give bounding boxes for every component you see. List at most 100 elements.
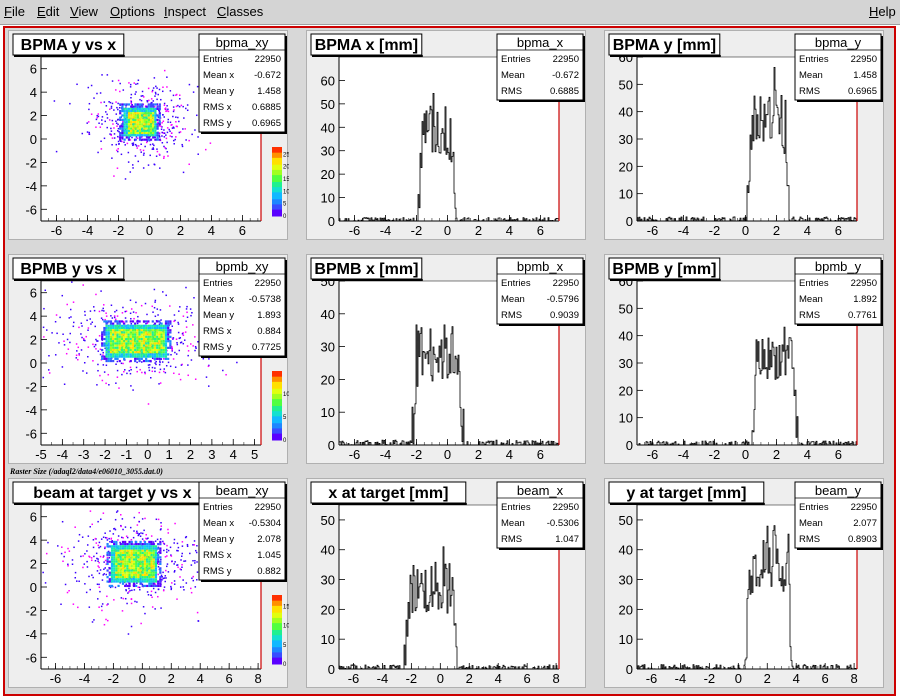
- heat-cell: [109, 329, 113, 332]
- pad-bpmb_x[interactable]: -6 -4 -2 0 2 4 6 0 10 20 30 40 50 BPMB x [mm] bpmb_x En…: [306, 254, 586, 464]
- heat-cell: [158, 105, 161, 108]
- heat-cell: [105, 329, 108, 332]
- pad-beam_y[interactable]: -6 -4 -2 0 2 4 6 8 0 10 20 30 40 50 y at target [mm] be…: [604, 478, 884, 688]
- heat-cell: [113, 554, 116, 557]
- scatter-cell: [100, 101, 102, 104]
- heat-cell: [138, 335, 141, 338]
- scatter-cell: [115, 101, 117, 103]
- scatter-cell: [167, 155, 169, 157]
- heat-cell: [138, 105, 142, 108]
- heat-cell: [136, 127, 139, 130]
- heat-cell: [140, 340, 143, 343]
- y-tick-label: 10: [619, 187, 633, 202]
- menu-help[interactable]: Help: [869, 4, 896, 19]
- scatter-cell: [97, 151, 99, 154]
- scatter-cell: [173, 143, 175, 145]
- menu-inspect[interactable]: Inspect: [164, 4, 206, 19]
- heat-cell: [132, 582, 136, 585]
- stats-box: [794, 257, 882, 325]
- heat-cell: [127, 107, 131, 110]
- scatter-cell: [170, 99, 173, 102]
- scatter-cell: [75, 343, 78, 345]
- heat-cell: [160, 322, 163, 325]
- scatter-cell: [160, 125, 162, 128]
- heat-cell: [140, 346, 143, 349]
- heat-cell: [114, 346, 117, 349]
- heat-cell: [127, 353, 130, 356]
- heat-cell: [135, 569, 138, 572]
- heat-cell: [132, 576, 136, 579]
- y-tick-label: 10: [619, 411, 633, 426]
- palette-cell: [272, 620, 282, 624]
- heat-cell: [103, 342, 106, 345]
- scatter-cell: [132, 311, 135, 313]
- pad-beam_xy[interactable]: 0 5 10 15 -6 -4 -2 0 2 4 6 8 -6 -4 -2 0 2 4 6 beam at targe…: [8, 478, 289, 688]
- stats-label: Entries: [203, 54, 233, 65]
- scatter-cell: [189, 552, 191, 555]
- scatter-cell: [111, 102, 114, 105]
- menu-options[interactable]: Options: [110, 4, 155, 19]
- heat-cell: [147, 346, 150, 349]
- heat-cell: [124, 569, 127, 572]
- scatter-cell: [113, 109, 115, 111]
- heat-cell: [136, 118, 139, 121]
- menu-file[interactable]: File: [4, 4, 25, 19]
- scatter-cell: [90, 323, 92, 325]
- heat-cell: [147, 114, 150, 117]
- heat-cell: [115, 569, 118, 572]
- heat-cell: [132, 580, 136, 583]
- heat-cell: [141, 129, 144, 132]
- scatter-cell: [155, 85, 157, 88]
- menu-view[interactable]: View: [70, 4, 98, 19]
- pad-bpma_x[interactable]: -6 -4 -2 0 2 4 6 0 10 20 30 40 50 60 BPMA x [mm] bpma_x…: [306, 30, 586, 240]
- x-tick-label: -4: [377, 671, 389, 686]
- menu-classes[interactable]: Classes: [217, 4, 264, 19]
- heat-cell: [160, 351, 163, 354]
- heat-cell: [156, 348, 159, 352]
- x-tick-label: -6: [51, 223, 63, 238]
- y-tick-label: 20: [619, 602, 633, 617]
- heat-cell: [127, 120, 131, 124]
- pad-bpma_y[interactable]: -6 -4 -2 0 2 4 6 0 10 20 30 40 50 60 BPMA y [mm] bpma_y…: [604, 30, 884, 240]
- pad-bpmb_y[interactable]: -6 -4 -2 0 2 4 6 0 10 20 30 40 50 60 BPMB y [mm] bpmb_y…: [604, 254, 884, 464]
- x-tick-label: 0: [146, 223, 153, 238]
- heat-cell: [119, 571, 122, 574]
- heat-cell: [132, 551, 136, 555]
- heat-cell: [134, 355, 137, 358]
- scatter-cell: [105, 105, 108, 107]
- scatter-cell: [86, 544, 89, 546]
- heat-cell: [143, 556, 147, 559]
- scatter-cell: [92, 343, 94, 346]
- heat-cell: [123, 103, 126, 106]
- heat-cell: [143, 123, 146, 126]
- scatter-cell: [160, 574, 163, 577]
- heat-cell: [125, 116, 128, 119]
- scatter-cell: [181, 566, 183, 568]
- pad-bpmb_xy[interactable]: 0 5 10 -5 -4 -3 -2 -1 0 1 2 3 4 5 -6 -4 -2 0 2 4 6 BPMB y vs …: [8, 254, 289, 464]
- heat-cell: [105, 348, 108, 352]
- scatter-cell: [104, 120, 106, 123]
- heat-cell: [121, 551, 125, 555]
- heat-cell: [147, 123, 150, 126]
- heat-cell: [147, 127, 150, 130]
- heat-cell: [149, 331, 152, 334]
- scatter-cell: [129, 589, 131, 592]
- palette-cell: [272, 655, 282, 658]
- scatter-cell: [98, 561, 100, 564]
- scatter-cell: [111, 119, 114, 122]
- heat-cell: [139, 580, 142, 583]
- heat-cell: [138, 337, 141, 341]
- menu-edit[interactable]: Edit: [37, 4, 60, 19]
- scatter-cell: [132, 144, 135, 146]
- heat-cell: [160, 333, 163, 336]
- heat-cell: [143, 558, 147, 561]
- scatter-cell: [133, 516, 136, 519]
- heat-cell: [150, 582, 153, 585]
- heat-cell: [142, 359, 146, 363]
- pad-bpma_xy[interactable]: 0 5 10 15 20 25 -6 -4 -2 0 2 4 6 -6 -4 -2 0 2 4 6 BPMA y vs …: [8, 30, 289, 240]
- scatter-cell: [186, 545, 189, 548]
- scatter-cell: [158, 132, 161, 134]
- scatter-cell: [182, 586, 185, 588]
- pad-beam_x[interactable]: -6 -4 -2 0 2 4 6 8 0 10 20 30 40 50 x at target [mm] be…: [306, 478, 586, 688]
